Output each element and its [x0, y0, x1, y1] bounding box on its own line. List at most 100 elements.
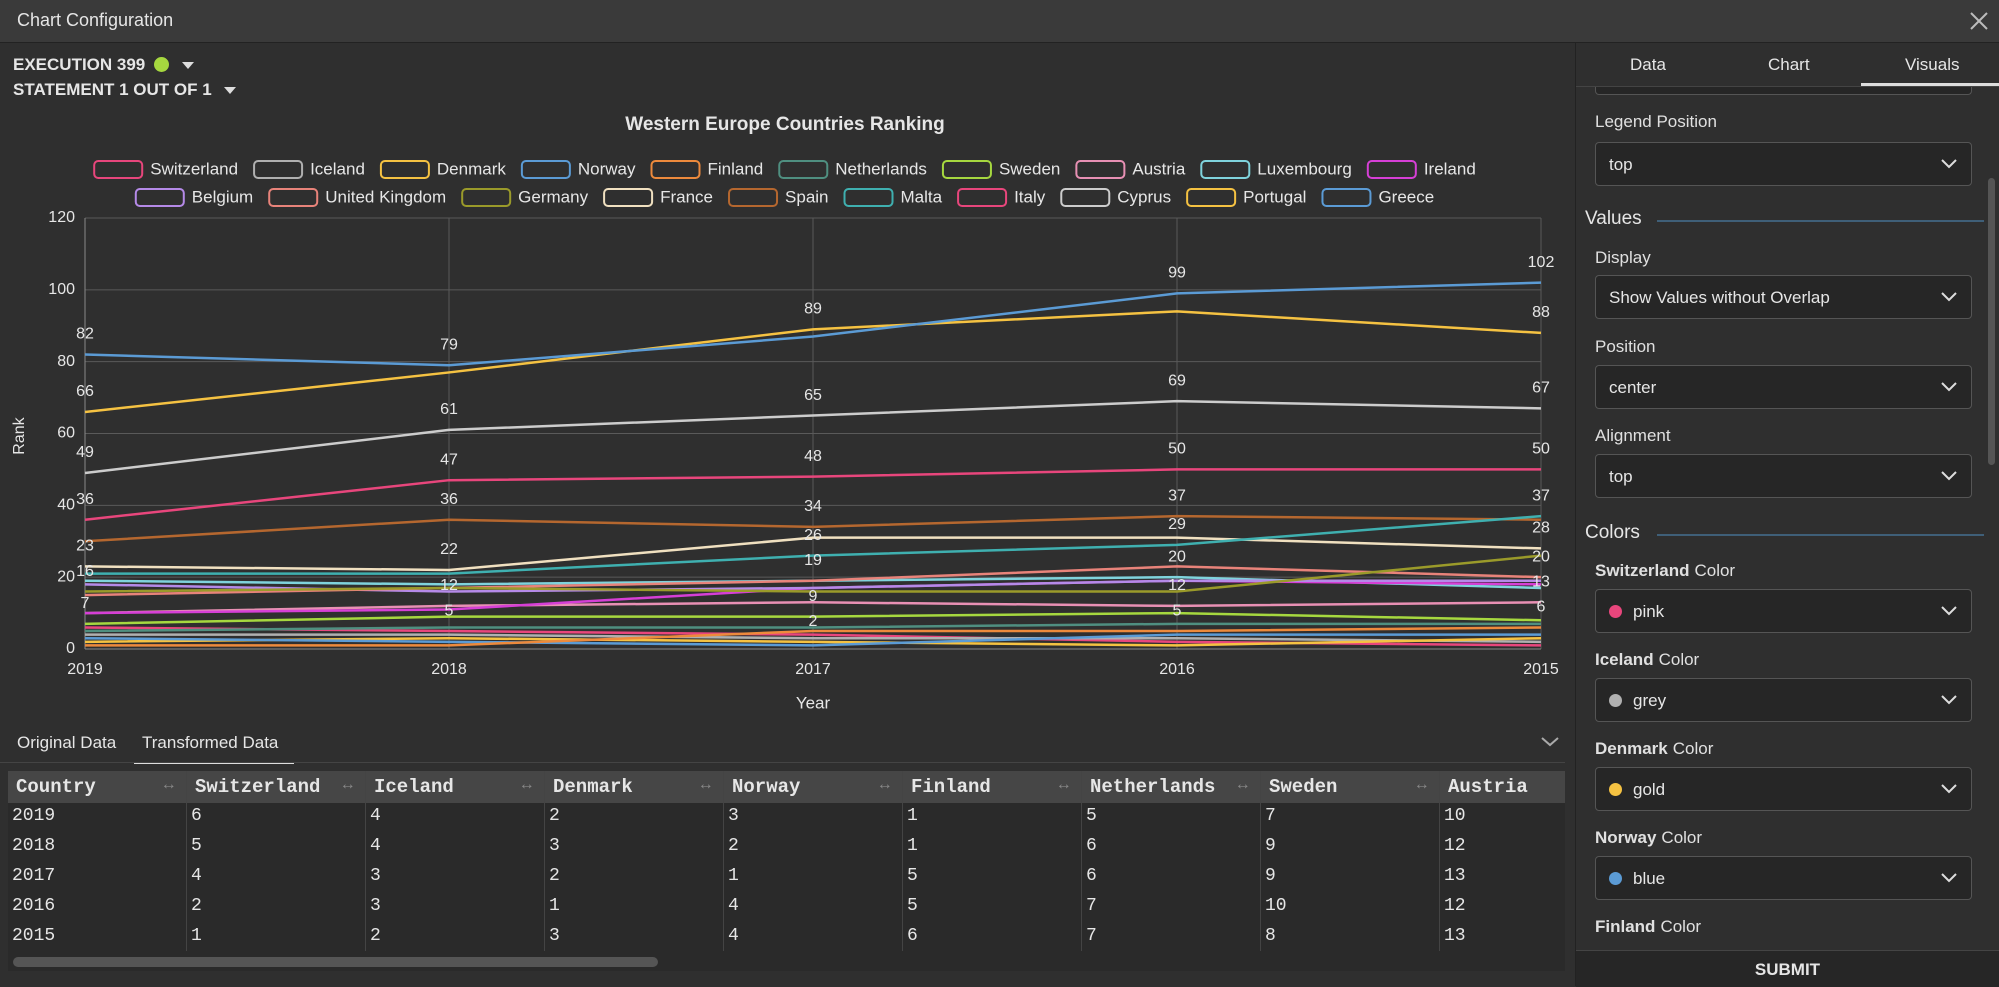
series-line [84, 622, 1541, 633]
tab-active[interactable]: Transformed Data [134, 722, 294, 764]
value-label: 23 [76, 538, 94, 555]
legend-swatch [1186, 188, 1237, 207]
value-label: 67 [1532, 380, 1550, 397]
value-label: 49 [76, 444, 94, 461]
legend-label: United Kingdom [325, 187, 446, 206]
select[interactable]: Show Values without Overlap [1595, 275, 1972, 319]
legend-item: Sweden [941, 159, 1060, 179]
value-label: 50 [1168, 441, 1186, 458]
table-cell: 2019 [12, 806, 56, 826]
table-header-cell: Norway [732, 776, 891, 798]
select[interactable]: gold [1595, 767, 1972, 811]
chevron [1941, 873, 1957, 883]
statement-selector[interactable]: STATEMENT 1 OUT OF 1 [13, 80, 237, 100]
field-label: Switzerland Color [1595, 561, 1735, 581]
chevron [1941, 292, 1957, 302]
table-cell: 6 [907, 926, 918, 946]
table-cell: 3 [370, 896, 381, 916]
table-cell: 2 [191, 896, 202, 916]
table-cell: 10 [1444, 806, 1466, 826]
table-cell: 5 [191, 836, 202, 856]
table-header-cell: Iceland [374, 776, 531, 798]
select-value: pink [1633, 602, 1665, 621]
legend-swatch [941, 160, 992, 179]
execution-label: EXECUTION 399 [13, 55, 146, 74]
legend-item: Ireland [1366, 159, 1476, 179]
table-cell: 6 [1086, 836, 1097, 856]
panel-border [1575, 43, 1576, 986]
table-cell: 3 [370, 866, 381, 886]
y-tick-label: 0 [66, 640, 75, 657]
data-table: Country Switzerland Iceland Denmark Norway Fi… [8, 771, 1565, 971]
panel-tab-active[interactable]: Visuals [1905, 55, 1960, 74]
select[interactable]: top [1595, 454, 1972, 498]
select[interactable]: center [1595, 365, 1972, 409]
y-tick-label: 60 [57, 425, 75, 442]
chevron [1941, 784, 1957, 794]
x-tick-label: 2017 [795, 661, 831, 678]
legend-swatch [1060, 188, 1111, 207]
column-divider [365, 771, 366, 951]
table-cell: 2017 [12, 866, 56, 886]
table-cell: 3 [549, 836, 560, 856]
select[interactable]: pink [1595, 589, 1972, 633]
collapse-icon[interactable] [1541, 737, 1559, 747]
scrollbar[interactable] [13, 957, 658, 967]
select[interactable]: blue [1595, 856, 1972, 900]
tab[interactable]: Original Data [17, 733, 117, 752]
legend-item: Belgium [134, 187, 253, 207]
legend-swatch [1200, 160, 1251, 179]
chevron [1941, 159, 1957, 169]
series-line [84, 554, 1542, 593]
execution-selector[interactable]: EXECUTION 399 [13, 55, 194, 75]
chevron [1941, 606, 1957, 616]
value-label: 26 [804, 527, 822, 544]
close-button[interactable] [1970, 12, 1988, 30]
color-suffix: Color [1658, 650, 1700, 669]
color-dot [1609, 694, 1622, 707]
section-heading: Values [1585, 208, 1642, 229]
color-dot [1609, 783, 1622, 796]
table-cell: 3 [549, 926, 560, 946]
y-tick-label: 20 [57, 568, 75, 585]
legend-item: Luxembourg [1200, 159, 1352, 179]
panel-tab[interactable]: Chart [1768, 55, 1810, 74]
value-label: 34 [804, 498, 822, 515]
legend-item: Finland [650, 159, 763, 179]
value-label: 50 [1532, 441, 1550, 458]
legend-label: Italy [1014, 187, 1046, 206]
title-bar: Chart Configuration [0, 0, 1999, 43]
legend-item: Portugal [1186, 187, 1306, 207]
series-line [84, 281, 1542, 367]
value-label: 47 [440, 451, 458, 468]
table-cell: 1 [549, 896, 560, 916]
color-dot [1609, 605, 1622, 618]
legend-item: France [603, 187, 713, 207]
legend-swatch [520, 160, 571, 179]
legend-item: Cyprus [1060, 187, 1171, 207]
select[interactable]: top [1595, 142, 1972, 186]
value-label: 12 [1168, 577, 1186, 594]
select-value: blue [1633, 869, 1666, 888]
table-header-cell: Sweden [1269, 776, 1428, 798]
panel-tab[interactable]: Data [1630, 55, 1666, 74]
value-label: 6 [1537, 599, 1546, 616]
select-value: top [1609, 155, 1633, 174]
legend-item: Netherlands [778, 159, 927, 179]
country-name: Switzerland [1595, 561, 1690, 580]
table-cell: 9 [1265, 866, 1276, 886]
dropdown-arrow [181, 62, 194, 69]
legend-label: Portugal [1243, 187, 1306, 206]
submit-button[interactable]: SUBMIT [1576, 950, 1999, 987]
table-cell: 2 [549, 866, 560, 886]
legend-label: Luxembourg [1257, 159, 1352, 178]
chart-title: Western Europe Countries Ranking [625, 114, 945, 135]
legend-label: Norway [578, 159, 636, 178]
table-cell: 6 [191, 806, 202, 826]
select-value: gold [1633, 780, 1666, 799]
legend-swatch [1075, 160, 1126, 179]
select[interactable]: grey [1595, 678, 1972, 722]
scrollbar[interactable] [1988, 178, 1995, 465]
country-name: Iceland [1595, 650, 1654, 669]
table-cell: 6 [1086, 866, 1097, 886]
